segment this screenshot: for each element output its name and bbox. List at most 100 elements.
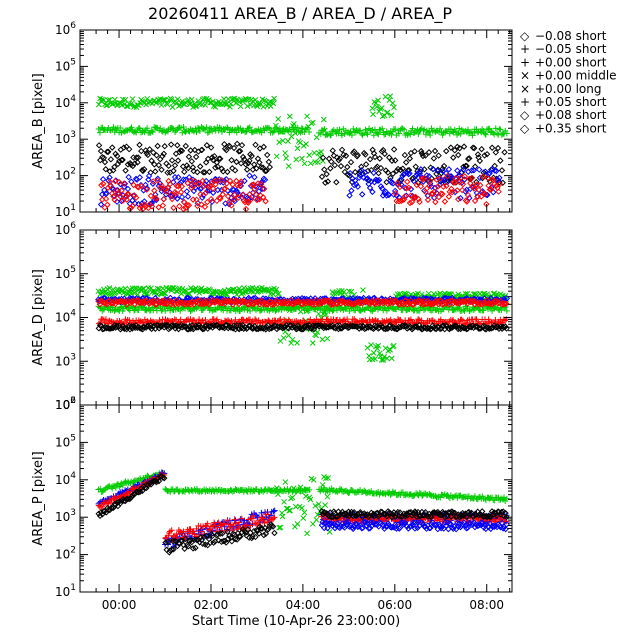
data-point bbox=[376, 155, 383, 162]
data-point bbox=[202, 316, 209, 323]
data-point bbox=[469, 183, 476, 190]
data-point bbox=[95, 142, 103, 149]
data-point bbox=[126, 299, 134, 307]
data-point bbox=[430, 155, 438, 162]
data-point bbox=[344, 316, 351, 323]
data-point bbox=[474, 303, 481, 310]
data-point bbox=[443, 182, 450, 190]
data-point bbox=[151, 161, 158, 168]
data-point bbox=[410, 177, 417, 185]
chart-title: 20260411 AREA_B / AREA_D / AREA_P bbox=[148, 4, 452, 24]
data-point bbox=[192, 184, 199, 191]
data-point bbox=[132, 194, 140, 201]
data-point bbox=[386, 154, 393, 161]
data-point bbox=[136, 174, 144, 181]
data-point bbox=[387, 93, 394, 100]
data-point bbox=[263, 167, 270, 174]
data-point bbox=[177, 147, 184, 154]
data-point bbox=[142, 203, 149, 210]
data-point bbox=[416, 198, 423, 206]
data-point bbox=[378, 105, 385, 111]
data-point bbox=[301, 306, 308, 313]
data-point bbox=[400, 170, 408, 178]
data-point bbox=[455, 291, 462, 298]
data-point bbox=[185, 202, 193, 209]
data-point bbox=[266, 325, 273, 333]
data-point bbox=[390, 342, 397, 349]
data-point bbox=[248, 152, 255, 160]
data-point bbox=[178, 183, 186, 190]
data-point bbox=[124, 190, 131, 198]
data-point bbox=[391, 187, 399, 195]
data-point bbox=[483, 150, 491, 158]
data-point bbox=[407, 192, 415, 199]
data-point bbox=[100, 325, 108, 332]
data-point bbox=[225, 298, 233, 305]
data-point bbox=[503, 130, 510, 137]
data-point bbox=[294, 339, 301, 346]
data-point bbox=[344, 518, 352, 526]
data-point bbox=[269, 323, 277, 331]
data-point bbox=[160, 150, 168, 157]
data-point bbox=[252, 533, 259, 541]
data-point bbox=[203, 532, 210, 540]
data-point bbox=[247, 308, 254, 315]
data-point bbox=[181, 168, 188, 176]
data-point bbox=[242, 205, 250, 212]
data-point bbox=[427, 492, 434, 499]
data-point bbox=[349, 149, 357, 157]
data-point bbox=[185, 543, 192, 550]
data-point bbox=[158, 166, 165, 173]
data-point bbox=[173, 531, 180, 538]
data-point bbox=[255, 530, 263, 537]
data-point bbox=[224, 528, 231, 535]
data-point bbox=[128, 100, 135, 107]
data-point bbox=[223, 180, 230, 187]
data-point bbox=[147, 192, 155, 200]
data-point bbox=[314, 329, 321, 336]
data-point bbox=[161, 300, 169, 307]
data-point bbox=[211, 322, 219, 330]
data-point bbox=[210, 539, 217, 546]
data-point bbox=[392, 157, 399, 164]
data-point bbox=[158, 102, 165, 108]
data-point bbox=[163, 486, 170, 493]
data-point bbox=[97, 147, 105, 155]
data-point bbox=[198, 201, 205, 208]
data-point bbox=[271, 95, 277, 102]
data-point bbox=[134, 154, 142, 161]
data-point bbox=[273, 297, 280, 304]
data-point bbox=[372, 356, 378, 362]
data-point bbox=[367, 307, 374, 314]
data-point bbox=[251, 185, 258, 193]
data-point bbox=[177, 188, 185, 196]
data-point bbox=[287, 507, 293, 514]
data-point bbox=[307, 160, 314, 167]
data-point bbox=[249, 181, 256, 189]
data-point bbox=[165, 162, 172, 170]
data-point bbox=[407, 316, 414, 323]
data-point bbox=[375, 176, 383, 184]
data-point bbox=[209, 98, 216, 105]
data-point bbox=[447, 144, 455, 151]
data-point bbox=[375, 170, 382, 177]
data-point bbox=[431, 188, 438, 195]
data-point bbox=[373, 103, 380, 110]
data-point bbox=[183, 202, 191, 209]
data-point bbox=[188, 486, 195, 493]
data-point bbox=[141, 166, 148, 173]
data-point bbox=[161, 143, 168, 150]
data-point bbox=[126, 495, 134, 502]
data-point bbox=[151, 187, 158, 194]
data-point bbox=[415, 131, 422, 138]
data-point bbox=[330, 508, 338, 515]
data-point bbox=[230, 144, 238, 152]
data-point bbox=[416, 322, 423, 329]
data-point bbox=[173, 297, 180, 304]
data-point bbox=[314, 299, 322, 306]
data-point bbox=[491, 167, 498, 174]
data-point bbox=[134, 488, 141, 496]
data-point bbox=[389, 170, 397, 177]
data-point bbox=[134, 159, 141, 166]
data-point bbox=[250, 161, 258, 168]
